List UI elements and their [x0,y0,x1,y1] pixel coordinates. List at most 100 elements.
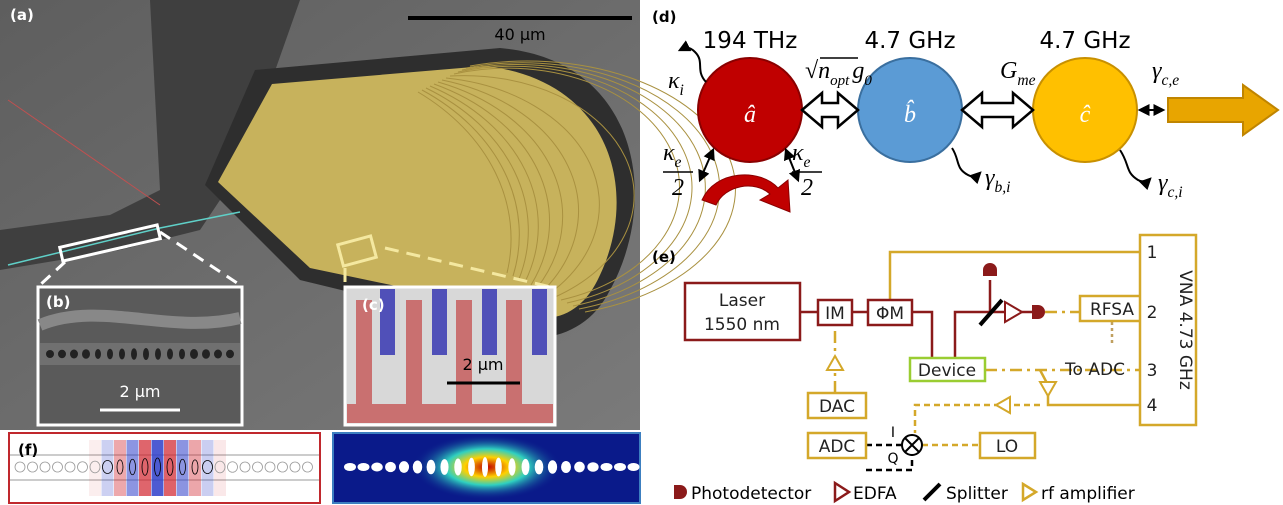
rate-piezo-sub: me [1017,72,1035,89]
finger-blue [432,289,447,355]
rf-amp [827,356,843,370]
photonic-hole [214,350,222,359]
photonic-hole [179,349,185,360]
rf-amp [996,397,1010,413]
pm-label: ΦM [876,304,904,324]
mech-hole [522,459,530,475]
field-lobe [127,440,139,496]
rfsa-label: RFSA [1090,300,1134,320]
rate-kappa_e_right-symbol: κ [792,140,804,166]
field-lobe [139,440,151,496]
laser-wavelength: 1550 nm [704,315,780,335]
mode-operator: b̂ [904,100,916,128]
rate-kappa-i: κi [668,68,684,99]
mech-hole [508,458,515,476]
photonic-hole [119,349,125,360]
coupling-arrow [962,93,1033,127]
photonic-hole [46,350,54,358]
scale-label: 2 μm [119,382,160,401]
fraction-denominator: 2 [672,175,684,201]
dac-label: DAC [819,397,855,417]
finger-red [456,300,472,406]
port-label: 2 [1147,303,1158,323]
panel-label: (f) [18,441,38,459]
field-lobe [102,440,114,496]
device-label: Device [918,361,976,381]
panel-label: (b) [46,293,70,311]
coupling-arrow [802,93,858,127]
mech-hole [587,462,598,471]
mech-hole [358,463,370,471]
field-lobe [114,440,126,496]
rf-line [890,252,1140,300]
mech-hole [614,463,626,471]
field-lobe [189,440,201,496]
photonic-hole [226,350,234,359]
legend-label: Splitter [946,484,1008,504]
photonic-hole [58,350,66,359]
mech-hole [413,460,422,473]
photonic-hole [95,349,101,359]
rate-gamma-bi: γb,i [985,165,1011,196]
adc-label: ADC [819,437,856,457]
bus-red [347,404,553,423]
field-lobe [152,440,164,496]
rate-gamma-bi-sub: b,i [994,179,1010,196]
rate-kappa_e_left-sub: e [675,154,682,171]
vna-label: VNA 4.73 GHz [1175,270,1195,390]
photonic-hole [143,348,149,360]
page: Optomechanical transducer figure {"panel… [0,0,1283,505]
photonic-hole [167,349,173,360]
port-label: 3 [1147,361,1158,381]
legend-edfa [835,483,849,501]
mech-hole [344,463,356,471]
rate-gamma-ci: γc,i [1158,170,1183,201]
photodetector [983,263,997,276]
rate-gamma-ce-sub: c,e [1161,72,1179,89]
mech-hole [628,463,640,471]
legend-splitter [924,484,940,500]
legend-label: Photodetector [691,484,811,504]
photonic-hole [202,349,210,359]
panel-label: (e) [652,248,676,266]
rate-kappa_e_right: κe [792,140,811,171]
rate-piezo-symbol: G [1000,58,1017,84]
field-lobe [214,440,226,496]
decay-arrow [1120,150,1150,182]
finger-blue [532,289,547,355]
mode-frequency: 194 THz [703,28,798,54]
mech-hole [548,460,557,473]
field-lobe [89,440,101,496]
circulation-arrow [702,175,790,212]
mech-hole [427,460,436,474]
mode-operator: â [744,102,756,128]
photonic-hole [107,349,113,360]
figure: 40 μm(a)2 μm(b)2 μm(c)(f)(d)â194 THzb̂4.… [0,0,1283,505]
mode-frequency: 4.7 GHz [864,28,955,54]
photonic-hole [70,350,78,359]
decay-arrow [952,148,980,176]
legend-label: EDFA [853,484,897,504]
im-label: IM [825,304,845,324]
mech-hole [561,461,571,473]
field-lobe [177,440,189,496]
rate-kappa_e_left: κe [663,140,682,171]
iq-label: I [891,425,895,441]
mech-hole [574,462,585,473]
panel-label: (a) [10,6,34,24]
symbol: n [818,58,830,84]
port-label: 1 [1147,243,1158,263]
photonic-hole [190,349,198,359]
port-label: 4 [1147,396,1158,416]
lo-label: LO [996,437,1018,457]
photodetector [1032,305,1045,319]
rate-gamma-ce: γc,e [1152,58,1179,89]
laser-label: Laser [719,291,765,311]
panel-label: (d) [652,8,676,26]
legend-photodetector [674,485,687,499]
rf-amp [1040,382,1056,396]
legend-label: rf amplifier [1041,484,1135,504]
rate-kappa_e_left-symbol: κ [663,140,675,166]
body: 40 μm(a)2 μm(b)2 μm(c)(f)(d)â194 THzb̂4.… [0,0,1283,505]
